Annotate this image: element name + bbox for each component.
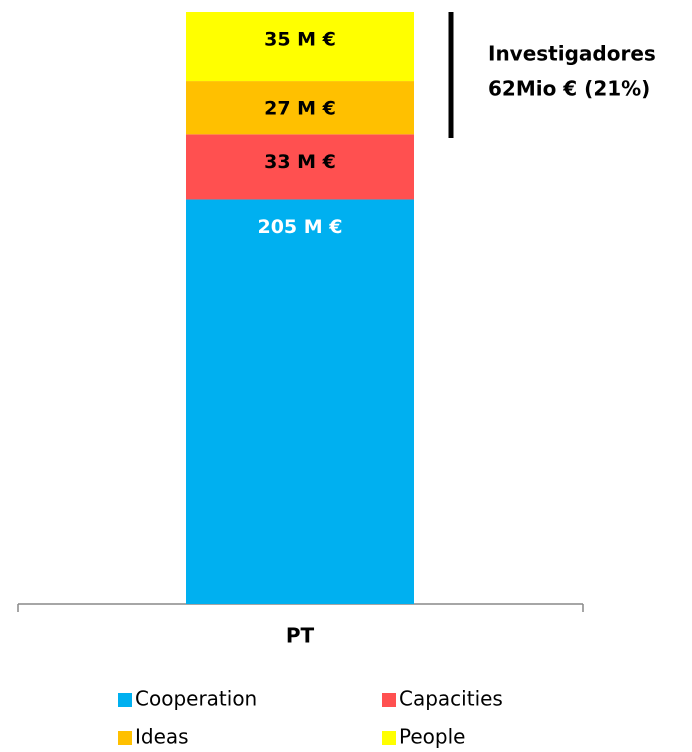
legend-label: People bbox=[399, 725, 465, 749]
bar-segment bbox=[186, 134, 414, 200]
bar-segment bbox=[186, 81, 414, 135]
annotation: Investigadores bbox=[488, 42, 656, 66]
legend-swatch bbox=[382, 731, 396, 745]
annotation: 62Mio € (21%) bbox=[488, 77, 650, 101]
legend-label: Capacities bbox=[399, 687, 503, 711]
legend-swatch bbox=[382, 693, 396, 707]
legend-label: Cooperation bbox=[135, 687, 257, 711]
legend-label: Ideas bbox=[135, 725, 189, 749]
bar-segment bbox=[186, 12, 414, 82]
data-label: 33 M € bbox=[264, 151, 336, 173]
data-label: 205 M € bbox=[257, 216, 342, 238]
legend-swatch bbox=[118, 693, 132, 707]
x-tick-label: PT bbox=[286, 624, 315, 648]
bar-segment bbox=[186, 199, 414, 604]
legend-swatch bbox=[118, 731, 132, 745]
data-label: 27 M € bbox=[264, 98, 336, 120]
data-label: 35 M € bbox=[264, 29, 336, 51]
